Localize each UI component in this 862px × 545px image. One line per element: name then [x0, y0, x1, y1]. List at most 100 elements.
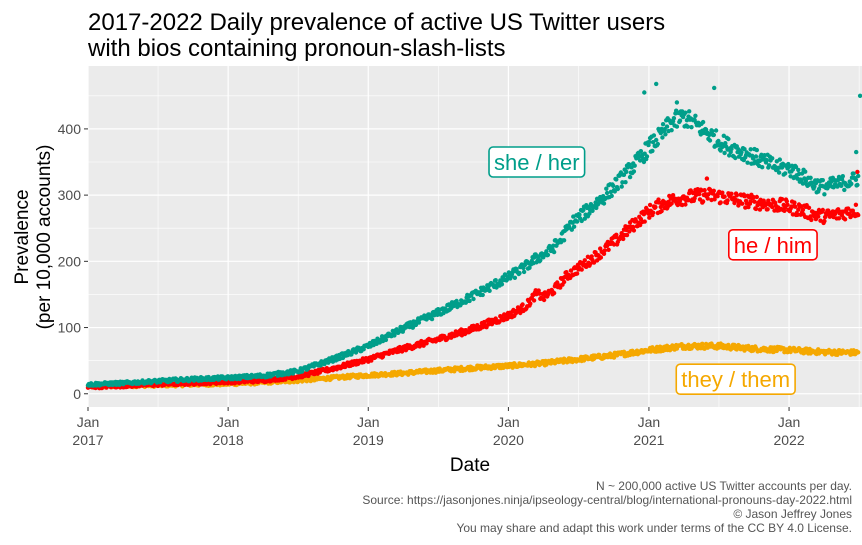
data-point [651, 133, 657, 138]
data-point [590, 208, 595, 213]
data-point [467, 298, 472, 304]
data-point [734, 193, 739, 198]
x-tick-label-year: 2020 [493, 432, 524, 448]
data-point [689, 125, 694, 130]
y-tick-label: 400 [58, 121, 82, 137]
data-point [518, 310, 523, 316]
data-point [809, 217, 814, 223]
data-point [779, 197, 785, 202]
data-point [713, 128, 719, 133]
grid-minor [88, 66, 862, 407]
data-point [808, 175, 813, 180]
data-point [604, 190, 610, 196]
data-point [836, 216, 842, 221]
data-point [803, 178, 809, 184]
data-point [454, 298, 459, 304]
data-point [544, 249, 549, 254]
data-point [471, 296, 476, 302]
data-point [611, 183, 616, 188]
data-point [793, 164, 799, 170]
data-point [631, 228, 637, 233]
data-point [851, 171, 856, 176]
data-point [654, 81, 659, 87]
data-point [541, 297, 547, 303]
data-point [725, 198, 730, 203]
data-point [720, 190, 725, 195]
data-point [620, 180, 625, 185]
data-point [521, 269, 527, 275]
series-label-text: he / him [734, 233, 812, 258]
y-axis-title: Prevalence (per 10,000 accounts) [12, 145, 55, 330]
chart-title: 2017-2022 Daily prevalence of active US … [87, 9, 665, 62]
data-point [664, 124, 670, 129]
data-point [704, 176, 710, 181]
data-point [706, 192, 711, 197]
x-axis-title: Date [450, 455, 490, 476]
data-point [594, 205, 599, 211]
data-point [754, 194, 759, 200]
data-point [753, 154, 759, 159]
data-point [687, 109, 692, 114]
caption-line-3: © Jason Jeffrey Jones [733, 507, 852, 521]
data-point [604, 186, 609, 191]
data-point [631, 169, 637, 174]
data-point [545, 252, 551, 258]
data-point [660, 122, 666, 127]
y-axis-title-line-1: Prevalence [12, 189, 33, 284]
data-point [707, 138, 713, 143]
data-point [615, 186, 620, 192]
data-point [623, 180, 628, 185]
data-point [718, 200, 723, 205]
data-point [856, 212, 861, 218]
y-axis-title-line-2: (per 10,000 accounts) [34, 145, 55, 330]
y-tick-label: 0 [73, 386, 81, 402]
data-point [581, 207, 586, 213]
data-point [726, 342, 731, 348]
data-point [614, 177, 619, 182]
data-point [796, 167, 801, 173]
data-point [654, 137, 659, 143]
data-point [551, 290, 557, 296]
data-point [642, 219, 647, 224]
data-point [383, 337, 389, 343]
data-point [846, 206, 851, 211]
data-point [765, 207, 770, 212]
data-point [820, 178, 825, 183]
data-point [647, 202, 653, 208]
x-axis: Jan 2017 Jan 2018 Jan 2019 Jan 2020 Jan 2021 Jan 20… [72, 407, 805, 448]
data-point [686, 342, 691, 347]
data-point [579, 218, 584, 224]
data-point [589, 254, 594, 259]
data-point [818, 218, 823, 223]
data-point [568, 268, 574, 273]
data-point [842, 217, 848, 222]
data-point [632, 163, 637, 168]
data-point [655, 141, 660, 147]
data-point [517, 270, 522, 276]
data-point [685, 124, 690, 129]
data-point [855, 182, 860, 188]
data-point [697, 197, 703, 202]
data-point [574, 271, 580, 276]
data-point [742, 147, 747, 152]
data-point [591, 260, 597, 265]
data-point [561, 279, 567, 285]
data-point [712, 85, 717, 91]
caption-line-2: Source: https://jasonjones.ninja/ipseolo… [362, 493, 852, 507]
data-point [722, 194, 727, 199]
data-point [660, 135, 665, 140]
data-point [631, 224, 636, 230]
data-point [579, 267, 584, 272]
data-point [612, 189, 617, 194]
x-tick-label-month: Jan [497, 414, 520, 430]
data-point [792, 200, 797, 205]
data-point [693, 113, 698, 119]
data-point [702, 188, 707, 193]
data-point [757, 207, 763, 212]
series-label-text: she / her [494, 150, 580, 175]
series-label-box [675, 363, 796, 395]
data-point [650, 140, 656, 145]
data-point [650, 148, 655, 154]
x-tick-label-year: 2019 [353, 432, 384, 448]
